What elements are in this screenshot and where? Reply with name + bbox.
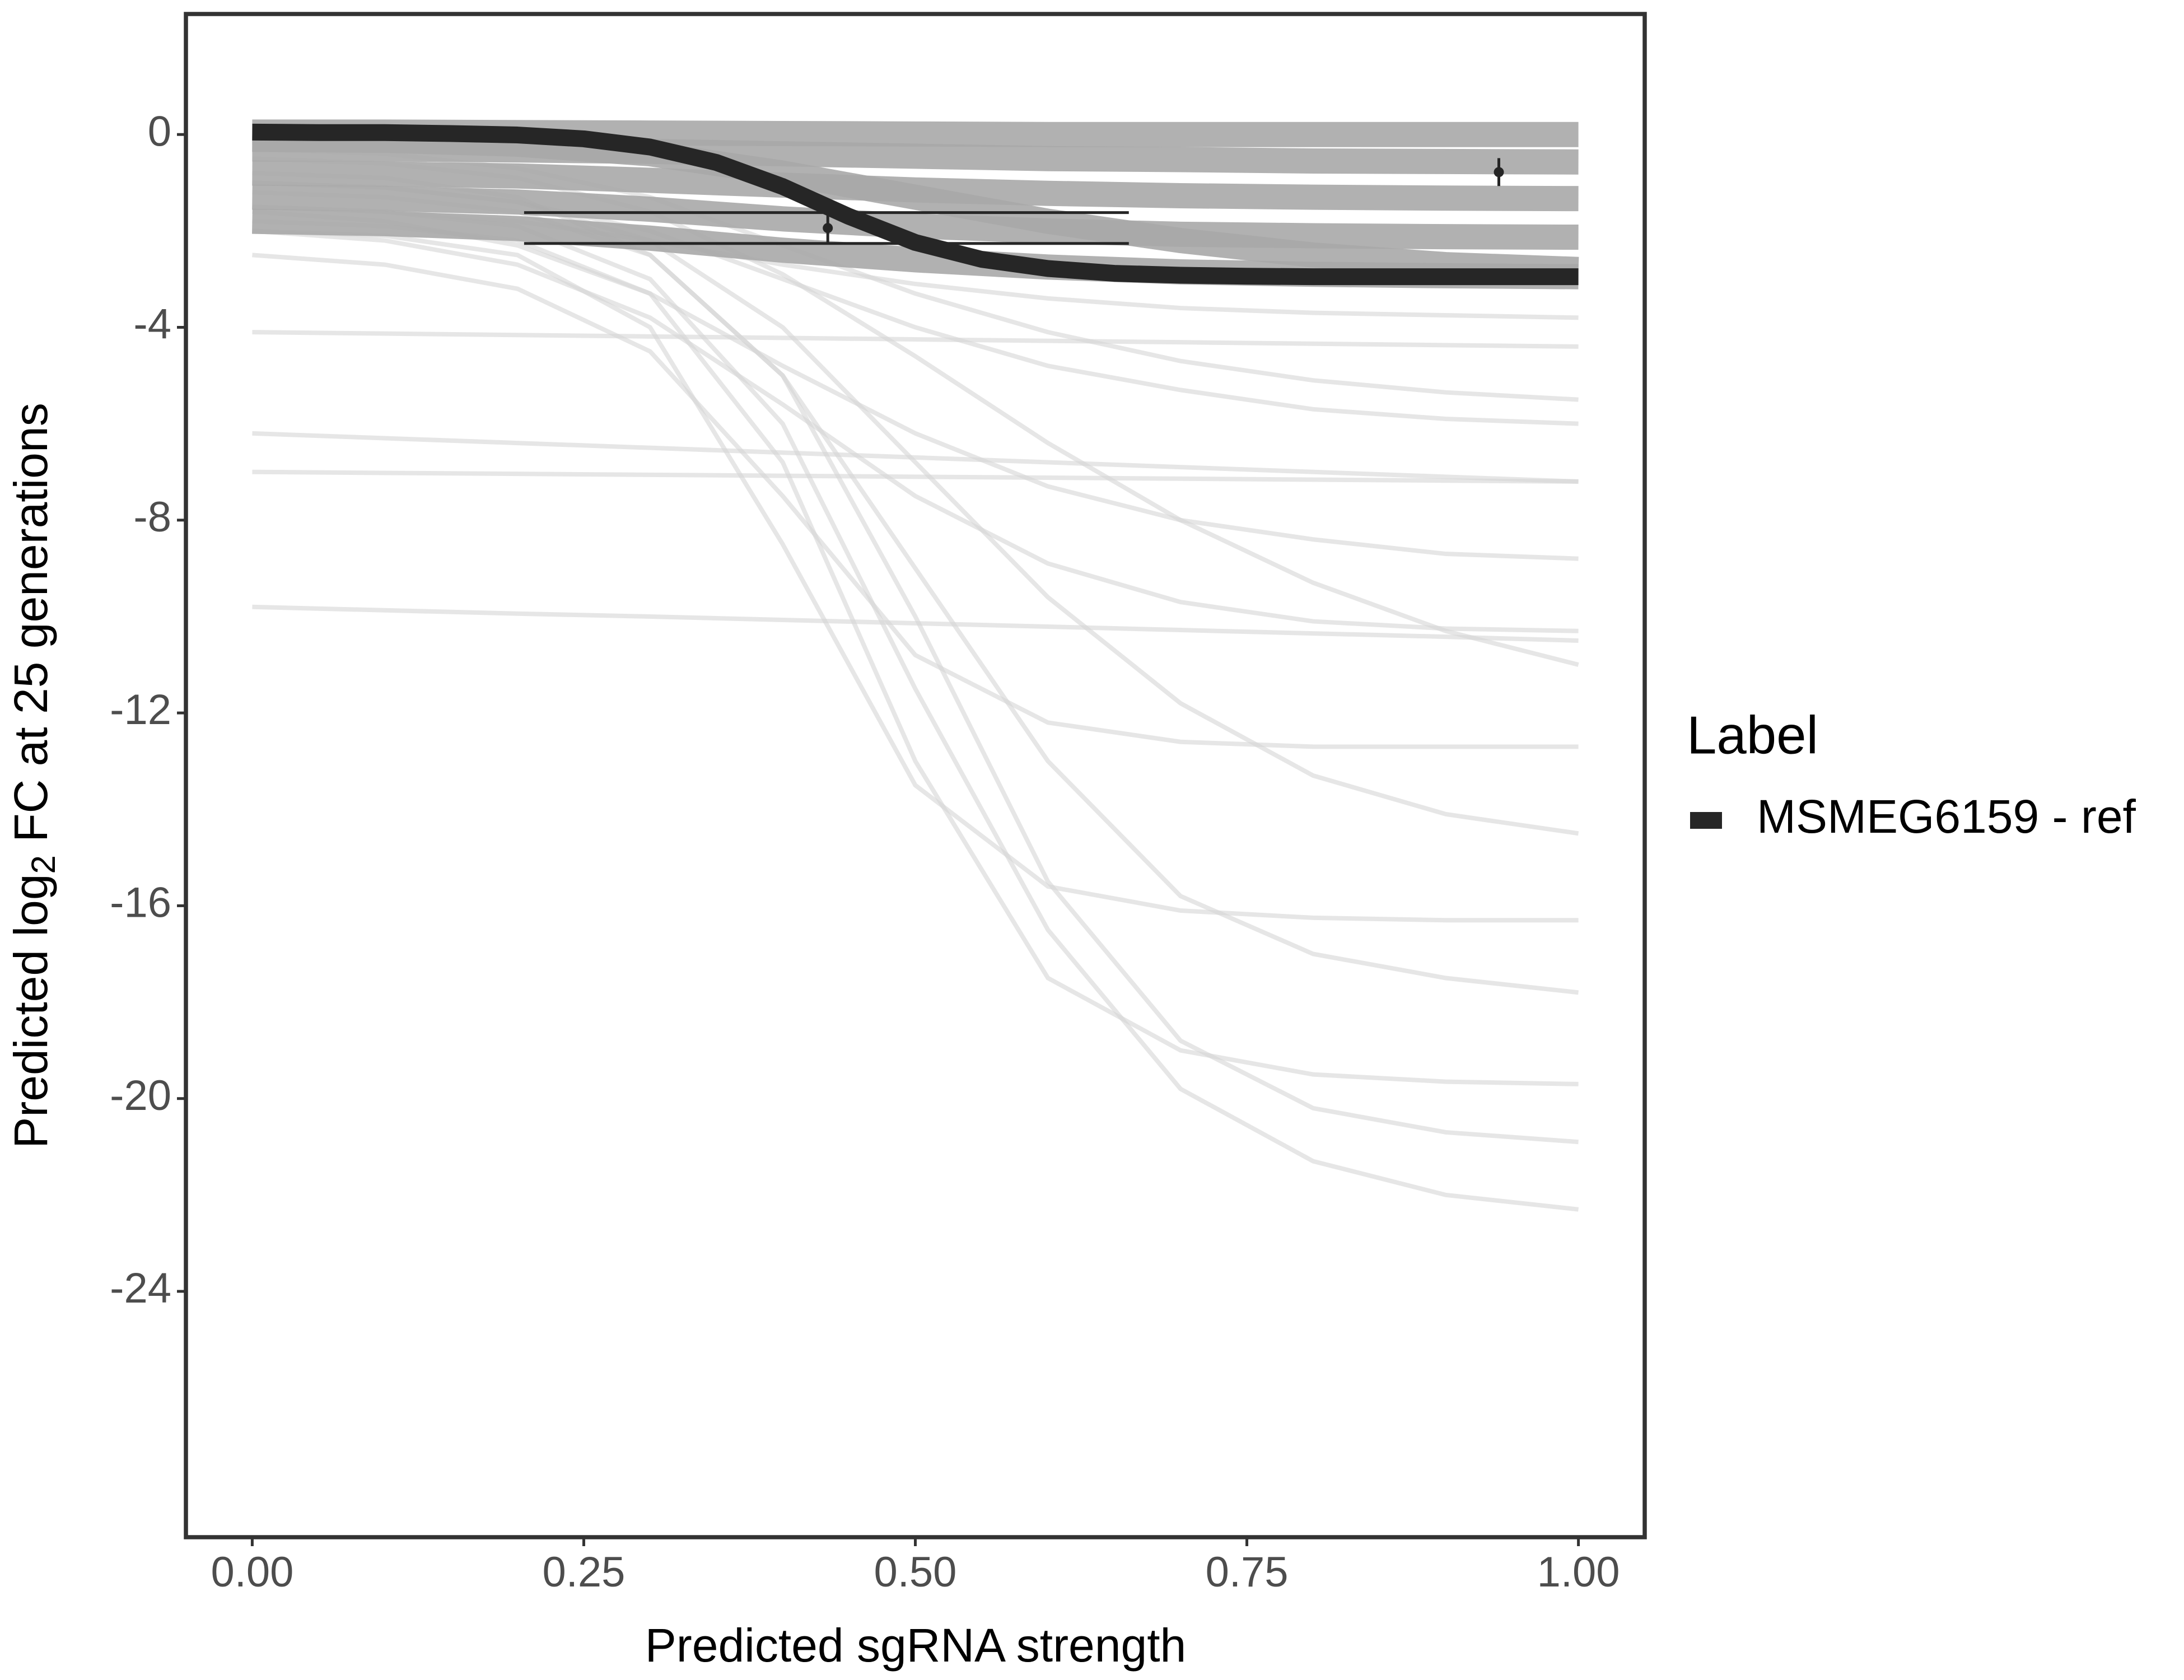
legend-title: Label — [1687, 705, 1818, 765]
background-curve — [252, 253, 1579, 749]
y-tick-label: 0 — [148, 108, 171, 155]
y-tick-label: -16 — [110, 879, 171, 926]
y-axis-title-text: Predicted log2 FC at 25 generations — [4, 403, 62, 1149]
y-axis-title: Predicted log2 FC at 25 generations — [4, 403, 62, 1149]
background-curve — [252, 604, 1579, 643]
y-axis-title-part: 2 — [25, 855, 62, 874]
plot-area — [252, 119, 1579, 1212]
background-curve — [252, 228, 1579, 633]
x-axis-title: Predicted sgRNA strength — [645, 1619, 1187, 1672]
x-tick-label: 0.50 — [874, 1548, 957, 1596]
x-tick-label: 0.25 — [542, 1548, 625, 1596]
y-tick-label: -12 — [110, 686, 171, 734]
legend-key — [1690, 812, 1722, 829]
y-axis-title-part: Predicted log — [4, 874, 57, 1148]
y-axis-title-part: FC at 25 generations — [4, 403, 57, 855]
point — [823, 223, 833, 234]
background-curve — [252, 171, 1579, 995]
band-curve — [252, 184, 1579, 250]
band-curve — [252, 127, 1579, 282]
y-tick-label: -4 — [133, 301, 171, 348]
background-curve — [252, 431, 1579, 484]
y-tick-label: -20 — [110, 1072, 171, 1119]
background-curve — [252, 469, 1579, 484]
background-curve — [252, 330, 1579, 349]
x-tick-label: 1.00 — [1537, 1548, 1620, 1596]
point — [1494, 167, 1504, 178]
legend-label: MSMEG6159 - ref — [1757, 790, 2136, 843]
y-tick-label: -24 — [110, 1264, 171, 1312]
y-tick-label: -8 — [133, 493, 171, 541]
x-tick-label: 0.75 — [1206, 1548, 1289, 1596]
background-curve — [252, 228, 1579, 923]
x-tick-label: 0.00 — [211, 1548, 293, 1596]
